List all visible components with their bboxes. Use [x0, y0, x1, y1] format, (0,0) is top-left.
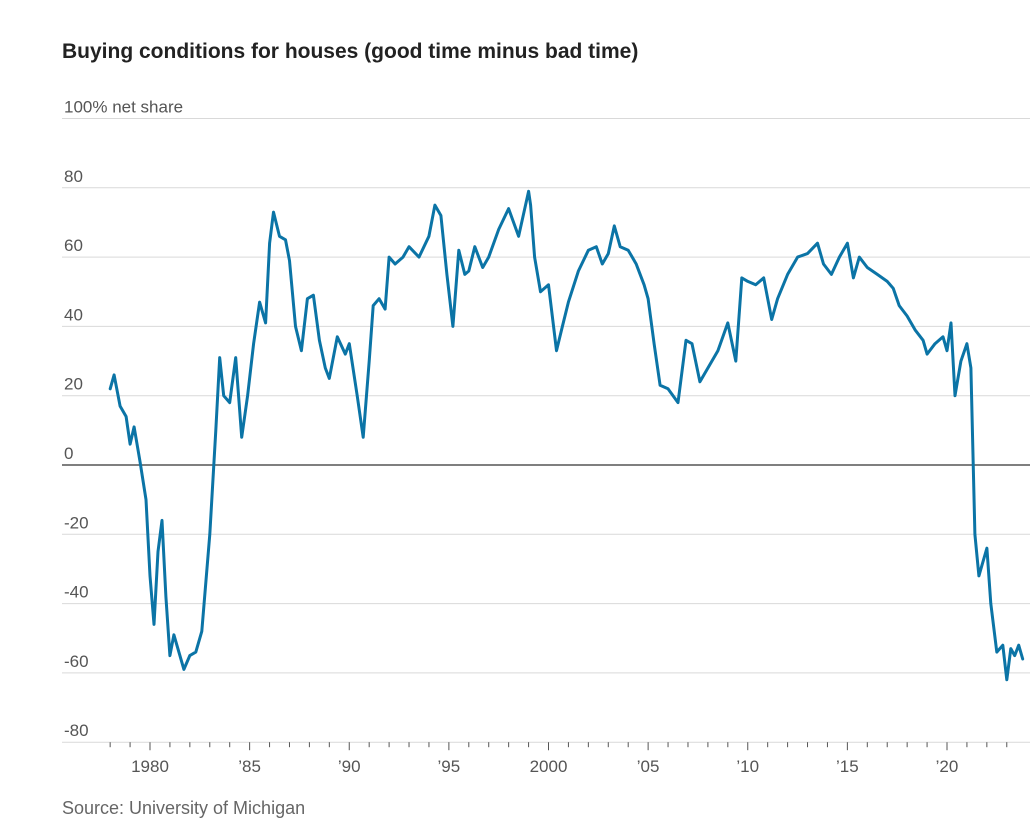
chart-title: Buying conditions for houses (good time … [62, 40, 639, 63]
x-tick-label: ’10 [736, 757, 759, 776]
y-tick-label: 40 [64, 305, 83, 324]
y-tick-label: 20 [64, 375, 83, 394]
source-note: Source: University of Michigan [62, 798, 306, 818]
y-tick-label: -20 [64, 513, 89, 532]
y-axis-ticks: 100% net share 80 60 40 20 0 -20 -40 -60 -80 [64, 98, 183, 741]
gridlines [62, 118, 1030, 743]
y-tick-label: -80 [64, 721, 89, 740]
y-tick-label: -60 [64, 652, 89, 671]
x-tick-label: ’15 [836, 757, 859, 776]
x-tick-label: ’90 [338, 757, 361, 776]
series-line [108, 189, 1025, 682]
x-tick-label: 1980 [131, 757, 169, 776]
x-tick-label: 2000 [530, 757, 568, 776]
y-tick-label: -40 [64, 583, 89, 602]
y-axis-label: 100% net share [64, 98, 183, 117]
x-axis-ticks: 1980 ’85 ’90 ’95 2000 ’05 ’10 ’15 ’20 [109, 742, 1008, 776]
y-tick-label: 60 [64, 236, 83, 255]
x-tick-label: ’05 [637, 757, 660, 776]
y-tick-label: 0 [64, 444, 73, 463]
x-tick-label: ’85 [238, 757, 261, 776]
x-tick-label: ’95 [438, 757, 461, 776]
x-tick-label: ’20 [936, 757, 959, 776]
y-tick-label: 80 [64, 167, 83, 186]
